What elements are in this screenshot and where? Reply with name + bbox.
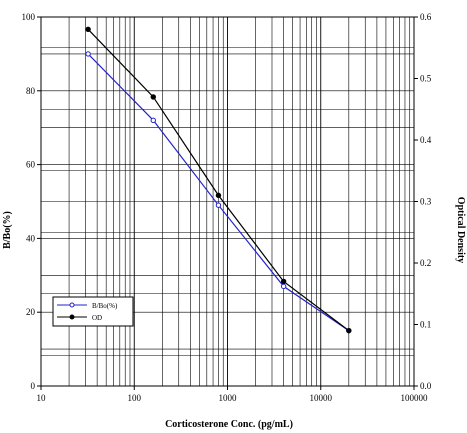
- y-tick-label: 40: [26, 233, 36, 243]
- y2-tick-label: 0.3: [420, 197, 432, 207]
- x-tick-label: 100: [128, 393, 142, 403]
- y2-tick-label: 0.2: [420, 258, 431, 268]
- y2-tick-label: 0.6: [420, 12, 432, 22]
- data-point-bbo: [85, 51, 91, 57]
- y2-tick-label: 0.5: [420, 74, 432, 84]
- data-point-bbo: [280, 283, 287, 290]
- legend-box: [52, 296, 134, 327]
- data-point-od: [346, 327, 352, 334]
- axes: 10 100 1000 10000 100000 0 20 40 60 80 100 0.0 0.1 0.…: [22, 12, 432, 403]
- x-tick-label: 10: [37, 393, 47, 403]
- legend-marker-od: [69, 314, 75, 320]
- legend-label-od: OD: [92, 314, 102, 322]
- legend-label-bbo: B/Bo(%): [92, 302, 118, 310]
- x-tick-label: 1000: [219, 393, 238, 403]
- data-point-od: [85, 26, 91, 32]
- y-tick-label: 20: [26, 307, 36, 317]
- y-tick-label: 60: [26, 160, 36, 170]
- series-layer: [85, 26, 352, 334]
- data-point-bbo: [215, 202, 222, 208]
- legend-marker-bbo: [69, 302, 75, 308]
- y-axis-title: B/Bo(%): [2, 211, 13, 249]
- grid: [41, 17, 414, 386]
- x-axis-title: Corticosterone Conc. (pg/mL): [165, 419, 293, 430]
- x-tick-label: 100000: [401, 393, 429, 403]
- y2-tick-label: 0.4: [420, 135, 432, 145]
- x-tick-label: 10000: [310, 393, 333, 403]
- y-tick-label: 80: [26, 86, 36, 96]
- data-point-od: [150, 94, 156, 100]
- data-point-bbo: [150, 117, 156, 124]
- data-point-od: [280, 278, 287, 285]
- y-tick-label: 0: [31, 381, 36, 391]
- legend: B/Bo(%) OD: [52, 296, 134, 327]
- y2-tick-label: 0.1: [420, 320, 431, 330]
- y-tick-label: 100: [22, 12, 36, 22]
- data-point-od: [215, 192, 222, 199]
- y2-tick-label: 0.0: [420, 381, 432, 391]
- y2-axis-title: Optical Density: [455, 197, 466, 263]
